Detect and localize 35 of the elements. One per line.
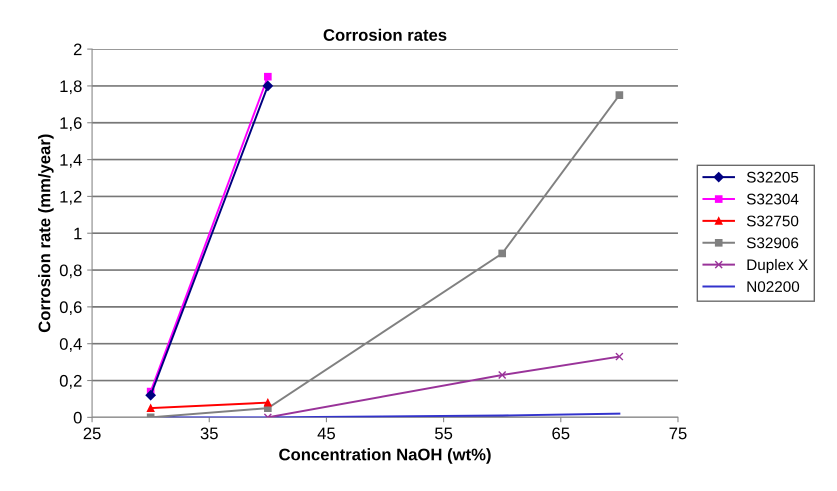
x-tick-label: 65 (552, 428, 570, 440)
x-tick-label: 75 (670, 428, 687, 440)
y-tick-label: 0 (74, 412, 82, 424)
y-tick-label: 0,8 (60, 264, 82, 278)
x-tick-label: 35 (200, 428, 218, 440)
legend-label: S32304 (746, 194, 798, 205)
y-tick-label: 0,2 (60, 374, 82, 389)
point (616, 91, 624, 99)
point (262, 80, 273, 92)
point (264, 72, 272, 81)
point (264, 398, 272, 406)
y-tick-label: 2 (74, 44, 82, 56)
y-tick-label: 0,4 (60, 338, 82, 352)
x-tick-label: 25 (84, 428, 101, 440)
y-tick-label: 0,6 (60, 301, 82, 316)
legend-label: S32906 (746, 237, 798, 248)
y-tick-label: 1,4 (60, 154, 82, 168)
y-tick-label: 1,6 (60, 117, 82, 131)
point (146, 390, 156, 400)
y-axis-title: Corrosion rate (mm/year) (38, 134, 54, 332)
legend-label: Duplex X (747, 258, 808, 274)
chart-title: Corrosion rates (324, 28, 446, 41)
legend-label: S32750 (746, 216, 798, 226)
x-axis-title: Concentration NaOH (wt%) (279, 448, 491, 464)
legend-label: S32205 (746, 172, 798, 183)
point (146, 404, 154, 412)
x-tick-label: 55 (435, 428, 452, 440)
legend-label: N02200 (747, 281, 800, 292)
y-tick-label: 1,2 (60, 190, 82, 205)
point (498, 370, 506, 380)
y-tick-label: 1 (74, 228, 82, 240)
x-tick-label: 45 (318, 428, 335, 440)
point (498, 250, 506, 258)
point (615, 352, 624, 361)
y-tick-label: 1,8 (60, 80, 82, 94)
